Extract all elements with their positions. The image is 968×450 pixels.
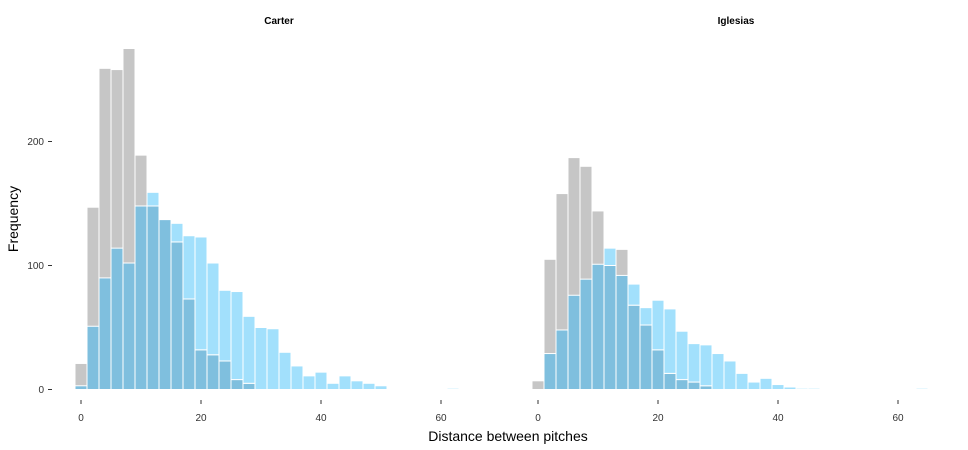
bar-overlap <box>98 277 112 390</box>
bar-overlap <box>699 385 713 390</box>
x-tick-label: 60 <box>892 413 904 424</box>
bar-overlap <box>543 353 557 391</box>
bar-blue <box>747 381 761 390</box>
bar-overlap <box>603 265 617 390</box>
bar-overlap <box>170 241 184 390</box>
bar-blue <box>915 387 929 391</box>
bar-overlap <box>194 349 208 391</box>
bar-gray <box>531 380 545 391</box>
bar-blue <box>218 289 232 362</box>
bar-blue <box>723 360 737 391</box>
bar-blue <box>170 222 184 243</box>
bar-overlap <box>74 385 88 390</box>
bar-blue <box>314 371 328 391</box>
bar-blue <box>338 375 352 390</box>
bar-blue <box>266 328 280 390</box>
bar-blue <box>711 353 725 391</box>
bar-blue <box>651 299 665 351</box>
panel-carter: Carter 0 20 40 60 <box>74 16 460 424</box>
bar-overlap <box>110 247 124 390</box>
bar-overlap <box>218 360 232 391</box>
bar-overlap <box>134 205 148 390</box>
bar-blue <box>663 308 677 374</box>
bar-overlap <box>615 274 629 391</box>
bar-blue <box>302 375 316 390</box>
bar-blue <box>675 330 689 381</box>
bar-overlap <box>687 381 701 390</box>
y-tick-label: 200 <box>27 137 44 148</box>
bar-overlap <box>182 298 196 391</box>
bar-overlap <box>675 379 689 390</box>
bar-overlap <box>122 262 136 390</box>
x-tick-label: 40 <box>315 413 327 424</box>
x-tick-label: 20 <box>195 413 207 424</box>
x-tick-label: 20 <box>652 413 664 424</box>
bar-blue <box>194 236 208 351</box>
bar-blue <box>326 382 340 390</box>
bar-blue <box>639 307 653 326</box>
bar-blue <box>230 291 244 381</box>
x-tick-label: 40 <box>772 413 784 424</box>
panels-group: Carter 0 20 40 60 Iglesias 0 20 40 60 <box>74 16 929 424</box>
bar-blue <box>350 380 364 391</box>
bar-blue <box>362 382 376 390</box>
bar-overlap <box>627 304 641 390</box>
panel-iglesias: Iglesias 0 20 40 60 <box>531 16 929 424</box>
bar-blue <box>206 262 220 356</box>
bar-blue <box>771 384 785 391</box>
y-tick-label: 0 <box>38 385 44 396</box>
bar-blue <box>759 377 773 390</box>
bar-blue <box>254 327 268 390</box>
bar-blue <box>699 344 713 387</box>
y-axis: 0 100 200 <box>27 137 52 396</box>
bar-blue <box>374 385 388 390</box>
bar-overlap <box>158 219 172 390</box>
bar-overlap <box>639 324 653 390</box>
x-tick-label: 0 <box>78 413 84 424</box>
bar-blue <box>242 315 256 384</box>
bar-overlap <box>663 372 677 391</box>
bar-overlap <box>591 263 605 391</box>
bar-blue <box>146 191 160 207</box>
bar-blue <box>182 235 196 300</box>
x-tick-label: 0 <box>535 413 541 424</box>
bar-overlap <box>567 294 581 391</box>
bar-blue <box>783 386 797 390</box>
bar-blue <box>446 387 460 391</box>
bar-blue <box>687 343 701 383</box>
bar-blue <box>807 387 821 391</box>
panel-title: Carter <box>264 16 294 27</box>
x-tick-label: 60 <box>435 413 447 424</box>
bar-blue <box>735 372 749 391</box>
bar-overlap <box>86 325 100 391</box>
bar-blue <box>603 247 617 266</box>
y-axis-title: Frequency <box>5 186 21 252</box>
y-tick-label: 100 <box>27 261 44 272</box>
bar-blue <box>278 351 292 390</box>
bar-blue <box>290 365 304 391</box>
bar-overlap <box>242 382 256 390</box>
bar-blue <box>795 387 809 391</box>
panel-title: Iglesias <box>718 16 755 27</box>
x-axis-title: Distance between pitches <box>428 428 588 444</box>
bar-overlap <box>651 349 665 391</box>
bar-overlap <box>555 329 569 391</box>
bar-overlap <box>206 354 220 390</box>
bar-blue <box>627 283 641 306</box>
bar-overlap <box>146 205 160 390</box>
bar-overlap <box>230 379 244 390</box>
bar-overlap <box>579 278 593 391</box>
